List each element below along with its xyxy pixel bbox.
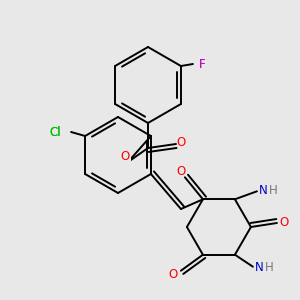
Text: O: O — [279, 217, 289, 230]
Text: F: F — [199, 58, 205, 70]
Text: O: O — [120, 151, 130, 164]
Text: H: H — [269, 184, 278, 197]
Text: Cl: Cl — [50, 125, 61, 139]
Text: O: O — [176, 136, 186, 148]
Text: N: N — [255, 261, 264, 274]
Text: H: H — [265, 261, 274, 274]
Text: O: O — [168, 268, 178, 281]
Text: F: F — [199, 58, 205, 70]
Text: Cl: Cl — [50, 125, 61, 139]
Text: N: N — [259, 184, 268, 197]
Text: O: O — [176, 165, 185, 178]
